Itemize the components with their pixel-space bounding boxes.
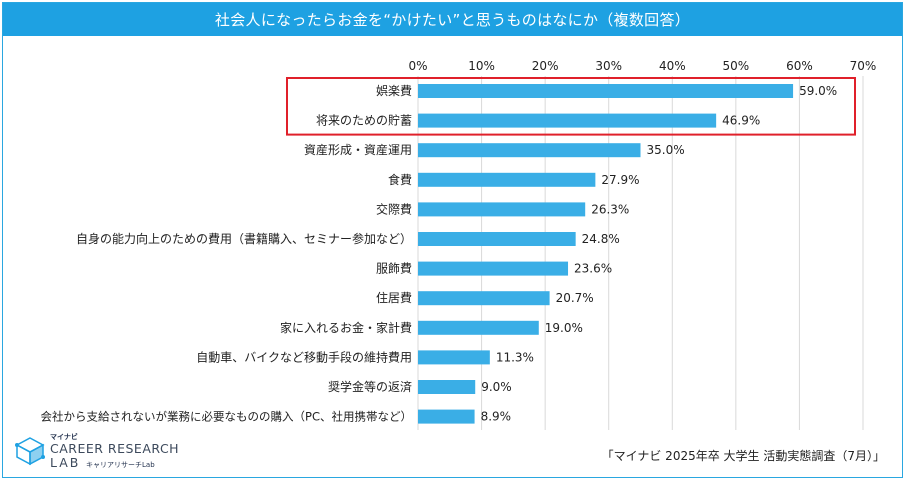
x-tick-label: 0% (408, 59, 427, 73)
bar (418, 320, 539, 335)
value-label: 35.0% (647, 143, 685, 157)
value-label: 59.0% (799, 84, 837, 98)
bar (418, 143, 641, 158)
x-tick-label: 40% (659, 59, 686, 73)
value-label: 11.3% (496, 350, 534, 364)
category-label: 家に入れるお金・家計費 (280, 320, 412, 335)
bar (418, 172, 596, 187)
bar (418, 261, 569, 276)
category-label: 服飾費 (376, 261, 412, 276)
value-label: 46.9% (722, 114, 760, 128)
category-label: 住居費 (376, 290, 412, 305)
bar (418, 350, 490, 365)
value-label: 27.9% (601, 173, 639, 187)
value-label: 19.0% (545, 321, 583, 335)
category-label: 娯楽費 (376, 83, 412, 98)
x-tick-label: 20% (532, 59, 559, 73)
category-label: 奨学金等の返済 (328, 379, 412, 394)
category-label: 食費 (388, 172, 412, 187)
value-label: 8.9% (481, 410, 512, 424)
value-label: 23.6% (574, 262, 612, 276)
bar (418, 380, 476, 394)
bar (418, 232, 576, 246)
logo-sub-text: キャリアリサーチLab (86, 461, 155, 469)
category-label: 資産形成・資産運用 (304, 142, 412, 157)
bar (418, 202, 586, 217)
x-tick-label: 10% (468, 59, 495, 73)
chart-title: 社会人になったらお金を“かけたい”と思うものはなにか（複数回答） (3, 3, 902, 36)
bar (418, 409, 475, 424)
bar (418, 113, 717, 128)
x-tick-label: 70% (850, 59, 877, 73)
logo-main-text: CAREER RESEARCH (50, 441, 180, 456)
highlight-box (286, 77, 856, 136)
logo-brand-small: マイナビ (50, 433, 78, 441)
source-note: 「マイナビ 2025年卒 大学生 活動実態調査（7月）」 (601, 449, 885, 463)
x-tick-label: 30% (595, 59, 622, 73)
value-label: 26.3% (591, 202, 629, 216)
category-label: 自身の能力向上のための費用（書籍購入、セミナー参加など） (76, 231, 412, 246)
category-label: 自動車、バイクなど移動手段の維持費用 (196, 349, 412, 364)
category-label: 会社から支給されないが業務に必要なものの購入（PC、社用携帯など） (41, 410, 412, 424)
category-label: 将来のための貯蓄 (316, 114, 412, 128)
bar (418, 84, 794, 98)
category-label: 交際費 (376, 201, 412, 216)
x-tick-label: 50% (723, 59, 750, 73)
value-label: 9.0% (481, 380, 512, 394)
value-label: 20.7% (556, 291, 594, 305)
x-tick-label: 60% (786, 59, 813, 73)
logo-lab-text: LAB (50, 455, 81, 470)
bar (418, 291, 550, 306)
cube-logo-icon (15, 437, 45, 466)
career-research-lab-logo: マイナビ CAREER RESEARCH LAB キャリアリサーチLab (14, 432, 204, 472)
value-label: 24.8% (582, 232, 620, 246)
